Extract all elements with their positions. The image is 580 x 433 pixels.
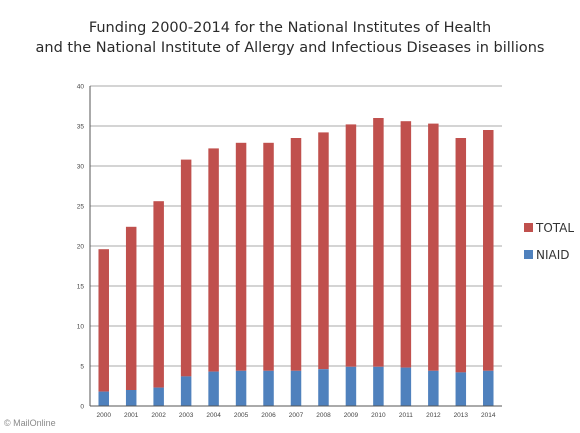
bar-niaid [400, 367, 412, 406]
bar-niaid [455, 372, 467, 406]
bar-total [153, 201, 164, 388]
bar-niaid [263, 370, 274, 406]
axes [89, 86, 502, 407]
legend: TOTAL NIAID [524, 221, 574, 262]
bar-total [318, 132, 329, 370]
bar-niaid [345, 366, 357, 406]
x-tick-label: 2000 [96, 412, 111, 419]
x-tick-label: 2012 [426, 412, 441, 419]
x-tick-label: 2011 [399, 412, 413, 419]
bar-niaid [373, 366, 384, 406]
x-tick-label: 2001 [124, 412, 139, 419]
bar-total [373, 118, 384, 367]
chart-title-line-2: and the National Institute of Allergy an… [35, 40, 545, 56]
bar-niaid [208, 371, 219, 406]
bar-total [455, 138, 467, 373]
y-tick-label: 0 [80, 403, 84, 410]
y-tick-label: 10 [77, 323, 85, 330]
x-tick-label: 2002 [151, 412, 166, 419]
x-tick-label: 2008 [316, 412, 331, 419]
y-tick-label: 40 [77, 83, 85, 90]
bar-total [125, 226, 137, 390]
bar-niaid [98, 391, 109, 406]
legend-label-niaid: NIAID [536, 248, 570, 262]
bar-niaid [125, 390, 137, 406]
legend-swatch-total [524, 223, 533, 232]
x-tick-label: 2013 [454, 412, 469, 419]
y-tick-label: 25 [77, 203, 85, 210]
bar-niaid [153, 387, 164, 406]
x-tick-label: 2007 [289, 412, 304, 419]
bar-total [180, 159, 192, 377]
bar-niaid [180, 376, 192, 406]
bar-total [483, 130, 494, 371]
y-tick-label: 20 [77, 243, 85, 250]
x-tick-label: 2014 [481, 412, 496, 419]
legend-label-total: TOTAL [535, 221, 574, 235]
bar-niaid [318, 369, 329, 406]
y-tick-label: 15 [77, 283, 85, 290]
y-tick-labels: 0 5 10 15 20 25 30 35 40 [77, 83, 85, 410]
bar-total [345, 124, 357, 367]
bar-total [400, 121, 412, 368]
x-tick-label: 2010 [371, 412, 386, 419]
bar-total [98, 249, 109, 392]
credit-text: © MailOnline [4, 418, 56, 428]
x-tick-label: 2003 [179, 412, 194, 419]
bar-niaid [428, 370, 439, 406]
x-tick-label: 2009 [344, 412, 359, 419]
x-tick-label: 2004 [206, 412, 221, 419]
bar-total [428, 123, 439, 371]
bars [98, 118, 494, 406]
bar-total [290, 138, 302, 371]
y-tick-label: 5 [80, 363, 84, 370]
bar-total [235, 142, 247, 371]
bar-total [263, 142, 274, 371]
x-tick-label: 2006 [261, 412, 276, 419]
bar-niaid [235, 370, 247, 406]
y-tick-label: 35 [77, 123, 85, 130]
bar-niaid [290, 370, 302, 406]
bar-total [208, 148, 219, 372]
chart-title-line-1: Funding 2000-2014 for the National Insti… [88, 20, 492, 36]
x-tick-label: 2005 [234, 412, 249, 419]
bar-niaid [483, 370, 494, 406]
x-tick-labels: 2000 2001 2002 2003 2004 2005 2006 2007 2008 2009… [96, 412, 495, 419]
y-tick-label: 30 [77, 163, 85, 170]
legend-swatch-niaid [524, 250, 533, 259]
